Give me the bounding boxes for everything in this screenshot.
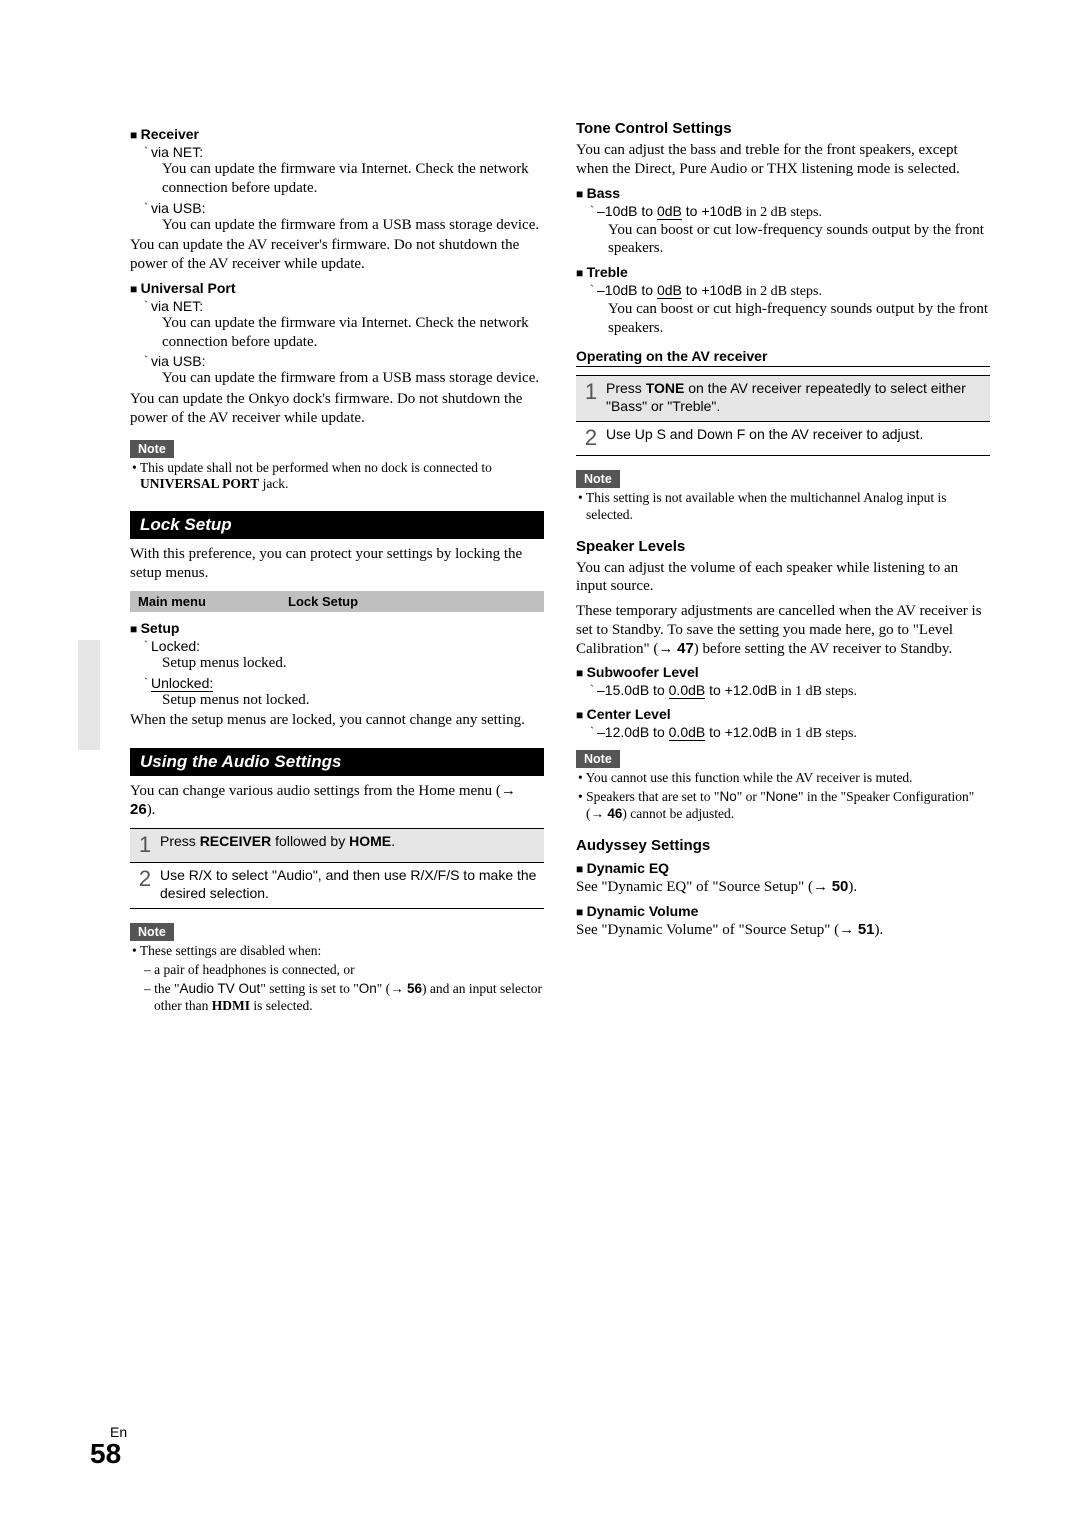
subwoofer-heading: Subwoofer Level [576,664,990,680]
setup-heading: Setup [130,620,544,636]
uniport-opt2-desc: You can update the firmware from a USB m… [162,369,544,388]
subwoofer-range: –15.0dB to 0.0dB to +12.0dB in 1 dB step… [590,682,990,700]
lock-opt1-label: Locked: [144,638,544,654]
step-text: Use Up S and Down F on the AV receiver t… [606,425,990,443]
step-text: Press RECEIVER followed by HOME. [160,832,544,850]
note-badge: Note [130,923,174,941]
receiver-opt1-label: via NET: [144,144,544,160]
step-text: Use R/X to select "Audio", and then use … [160,866,544,902]
step-row: 1 Press TONE on the AV receiver repeated… [576,375,990,421]
left-column: Receiver via NET: You can update the fir… [130,120,544,1016]
page-number: 58 [90,1440,127,1468]
breadcrumb-right: Lock Setup [288,594,358,609]
treble-desc: You can boost or cut high-frequency soun… [608,300,990,338]
uniport-tail: You can update the Onkyo dock's firmware… [130,390,544,428]
spk-note2: • Speakers that are set to "No" or "None… [576,789,990,823]
note-badge: Note [576,750,620,768]
treble-heading: Treble [576,264,990,280]
step-row: 2 Use Up S and Down F on the AV receiver… [576,421,990,456]
uniport-heading: Universal Port [130,280,544,296]
tone-title: Tone Control Settings [576,120,990,137]
note-badge: Note [576,470,620,488]
dynamic-volume-text: See "Dynamic Volume" of "Source Setup" (… [576,921,990,940]
receiver-opt1-desc: You can update the firmware via Internet… [162,160,544,198]
tone-note: • This setting is not available when the… [576,490,990,524]
audyssey-title: Audyssey Settings [576,837,990,854]
page-footer: En 58 [90,1424,127,1468]
bass-range: –10dB to 0dB to +10dB in 2 dB steps. [590,203,990,221]
audio-note-a: – a pair of headphones is connected, or [130,962,544,979]
lock-opt2-label: Unlocked: [144,675,544,691]
lock-setup-title: Lock Setup [130,511,544,539]
note1-text: • This update shall not be performed whe… [130,460,544,494]
dynamic-volume-heading: Dynamic Volume [576,903,990,919]
receiver-opt2-label: via USB: [144,200,544,216]
tone-intro: You can adjust the bass and treble for t… [576,141,990,179]
spk-note1: • You cannot use this function while the… [576,770,990,787]
center-heading: Center Level [576,706,990,722]
right-column: Tone Control Settings You can adjust the… [576,120,990,1016]
dynamic-eq-heading: Dynamic EQ [576,860,990,876]
treble-range: –10dB to 0dB to +10dB in 2 dB steps. [590,282,990,300]
spk-p2: These temporary adjustments are cancelle… [576,602,990,658]
step-row: 1 Press RECEIVER followed by HOME. [130,828,544,862]
audio-settings-title: Using the Audio Settings [130,748,544,776]
step-text: Press TONE on the AV receiver repeatedly… [606,379,990,415]
lock-opt2-desc: Setup menus not locked. [162,691,544,710]
speaker-levels-title: Speaker Levels [576,538,990,555]
bass-desc: You can boost or cut low-frequency sound… [608,221,990,259]
dynamic-eq-text: See "Dynamic EQ" of "Source Setup" ( 50)… [576,878,990,897]
uniport-opt2-label: via USB: [144,353,544,369]
step-number: 1 [130,832,160,856]
lock-opt1-desc: Setup menus locked. [162,654,544,673]
audio-note-b: – the "Audio TV Out" setting is set to "… [130,981,544,1015]
breadcrumb-left: Main menu [138,594,288,609]
tone-steps: 1 Press TONE on the AV receiver repeated… [576,375,990,456]
receiver-heading: Receiver [130,126,544,142]
side-tab [78,640,100,750]
lock-intro: With this preference, you can protect yo… [130,545,544,583]
audio-note-lead: • These settings are disabled when: [130,943,544,960]
spk-p1: You can adjust the volume of each speake… [576,559,990,597]
bass-heading: Bass [576,185,990,201]
uniport-opt1-label: via NET: [144,298,544,314]
step-number: 2 [130,866,160,890]
note-badge: Note [130,440,174,458]
receiver-tail: You can update the AV receiver's firmwar… [130,236,544,274]
receiver-opt2-desc: You can update the firmware from a USB m… [162,216,544,235]
audio-steps: 1 Press RECEIVER followed by HOME. 2 Use… [130,828,544,909]
operating-heading: Operating on the AV receiver [576,348,990,367]
lock-tail: When the setup menus are locked, you can… [130,711,544,730]
step-number: 1 [576,379,606,403]
uniport-opt1-desc: You can update the firmware via Internet… [162,314,544,352]
step-row: 2 Use R/X to select "Audio", and then us… [130,862,544,909]
center-range: –12.0dB to 0.0dB to +12.0dB in 1 dB step… [590,724,990,742]
breadcrumb: Main menu Lock Setup [130,591,544,612]
step-number: 2 [576,425,606,449]
audio-intro: You can change various audio settings fr… [130,782,544,820]
